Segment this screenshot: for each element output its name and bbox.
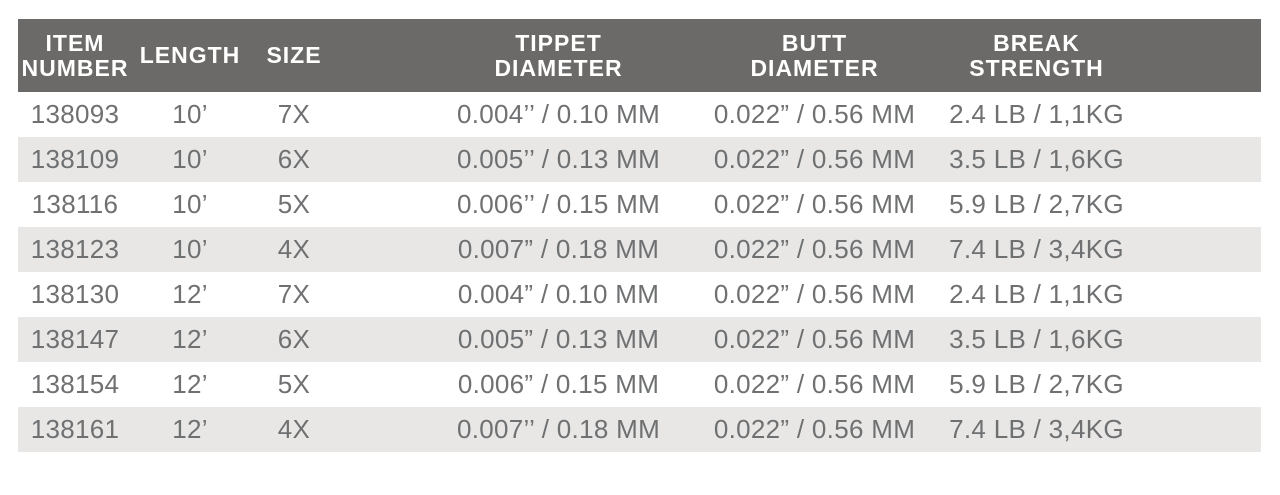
table-header-row: ITEM NUMBER LENGTH SIZE TIPPET DIAMETER … (18, 19, 1261, 92)
header-line: TIPPET (515, 29, 602, 56)
cell-size: 7X (277, 279, 311, 309)
spec-table: ITEM NUMBER LENGTH SIZE TIPPET DIAMETER … (18, 19, 1261, 452)
header-line: DIAMETER (494, 54, 623, 81)
header-length: LENGTH (132, 19, 248, 92)
cell-butt-diameter: 0.022” / 0.56 MM (713, 279, 916, 309)
cell-tippet-diameter: 0.007’’ / 0.18 MM (456, 414, 661, 444)
table-row: 138116 10’ 5X 0.006’’ / 0.15 MM 0.022” /… (18, 182, 1261, 227)
cell-break-strength: 7.4 LB / 3,4KG (949, 234, 1124, 264)
table-row: 138093 10’ 7X 0.004’’ / 0.10 MM 0.022” /… (18, 92, 1261, 137)
cell-butt-diameter: 0.022” / 0.56 MM (713, 414, 916, 444)
cell-tippet-diameter: 0.006’’ / 0.15 MM (456, 189, 661, 219)
cell-tippet-diameter: 0.004” / 0.10 MM (457, 279, 660, 309)
cell-item-number: 138123 (30, 234, 120, 264)
cell-size: 4X (277, 414, 311, 444)
table-body: 138093 10’ 7X 0.004’’ / 0.10 MM 0.022” /… (18, 92, 1261, 452)
cell-butt-diameter: 0.022” / 0.56 MM (713, 144, 916, 174)
cell-length: 12’ (172, 414, 208, 444)
cell-butt-diameter: 0.022” / 0.56 MM (713, 369, 916, 399)
cell-butt-diameter: 0.022” / 0.56 MM (713, 189, 916, 219)
cell-item-number: 138116 (31, 189, 119, 219)
cell-tippet-diameter: 0.004’’ / 0.10 MM (456, 99, 661, 129)
cell-break-strength: 3.5 LB / 1,6KG (949, 144, 1124, 174)
cell-size: 6X (277, 324, 311, 354)
cell-item-number: 138093 (30, 99, 120, 129)
table-row: 138154 12’ 5X 0.006” / 0.15 MM 0.022” / … (18, 362, 1261, 407)
cell-butt-diameter: 0.022” / 0.56 MM (713, 99, 916, 129)
table-row: 138123 10’ 4X 0.007” / 0.18 MM 0.022” / … (18, 227, 1261, 272)
cell-length: 10’ (172, 234, 208, 264)
cell-butt-diameter: 0.022” / 0.56 MM (713, 234, 916, 264)
cell-size: 5X (277, 369, 311, 399)
cell-size: 5X (277, 189, 311, 219)
cell-break-strength: 5.9 LB / 2,7KG (949, 189, 1124, 219)
header-line: BUTT (781, 29, 848, 56)
cell-break-strength: 2.4 LB / 1,1KG (949, 99, 1124, 129)
header-line: STRENGTH (969, 54, 1104, 81)
table-row: 138109 10’ 6X 0.005’’ / 0.13 MM 0.022” /… (18, 137, 1261, 182)
cell-length: 12’ (172, 324, 208, 354)
header-break-strength: BREAK STRENGTH (938, 19, 1261, 92)
table-row: 138130 12’ 7X 0.004” / 0.10 MM 0.022” / … (18, 272, 1261, 317)
cell-length: 12’ (172, 279, 208, 309)
cell-item-number: 138161 (30, 414, 120, 444)
cell-tippet-diameter: 0.007” / 0.18 MM (457, 234, 660, 264)
header-tippet-diameter: TIPPET DIAMETER (340, 19, 691, 92)
table-row: 138147 12’ 6X 0.005” / 0.13 MM 0.022” / … (18, 317, 1261, 362)
cell-break-strength: 7.4 LB / 3,4KG (949, 414, 1124, 444)
cell-length: 10’ (172, 99, 208, 129)
cell-break-strength: 2.4 LB / 1,1KG (949, 279, 1124, 309)
cell-size: 4X (277, 234, 311, 264)
cell-tippet-diameter: 0.006” / 0.15 MM (457, 369, 660, 399)
header-line: SIZE (266, 42, 322, 68)
cell-item-number: 138130 (30, 279, 120, 309)
header-item-number: ITEM NUMBER (18, 19, 132, 92)
cell-tippet-diameter: 0.005’’ / 0.13 MM (456, 144, 661, 174)
header-line: BREAK (993, 29, 1080, 56)
cell-item-number: 138147 (30, 324, 120, 354)
table-row: 138161 12’ 4X 0.007’’ / 0.18 MM 0.022” /… (18, 407, 1261, 452)
cell-butt-diameter: 0.022” / 0.56 MM (713, 324, 916, 354)
cell-length: 10’ (172, 144, 208, 174)
header-butt-diameter: BUTT DIAMETER (691, 19, 938, 92)
cell-tippet-diameter: 0.005” / 0.13 MM (457, 324, 660, 354)
header-line: LENGTH (139, 42, 241, 68)
cell-item-number: 138109 (30, 144, 120, 174)
cell-break-strength: 3.5 LB / 1,6KG (949, 324, 1124, 354)
cell-size: 6X (277, 144, 311, 174)
cell-item-number: 138154 (30, 369, 120, 399)
header-line: DIAMETER (750, 54, 879, 81)
cell-size: 7X (277, 99, 311, 129)
header-line: ITEM (45, 29, 105, 56)
cell-length: 12’ (172, 369, 208, 399)
header-line: NUMBER (21, 54, 129, 81)
cell-break-strength: 5.9 LB / 2,7KG (949, 369, 1124, 399)
cell-length: 10’ (172, 189, 208, 219)
header-size: SIZE (248, 19, 340, 92)
